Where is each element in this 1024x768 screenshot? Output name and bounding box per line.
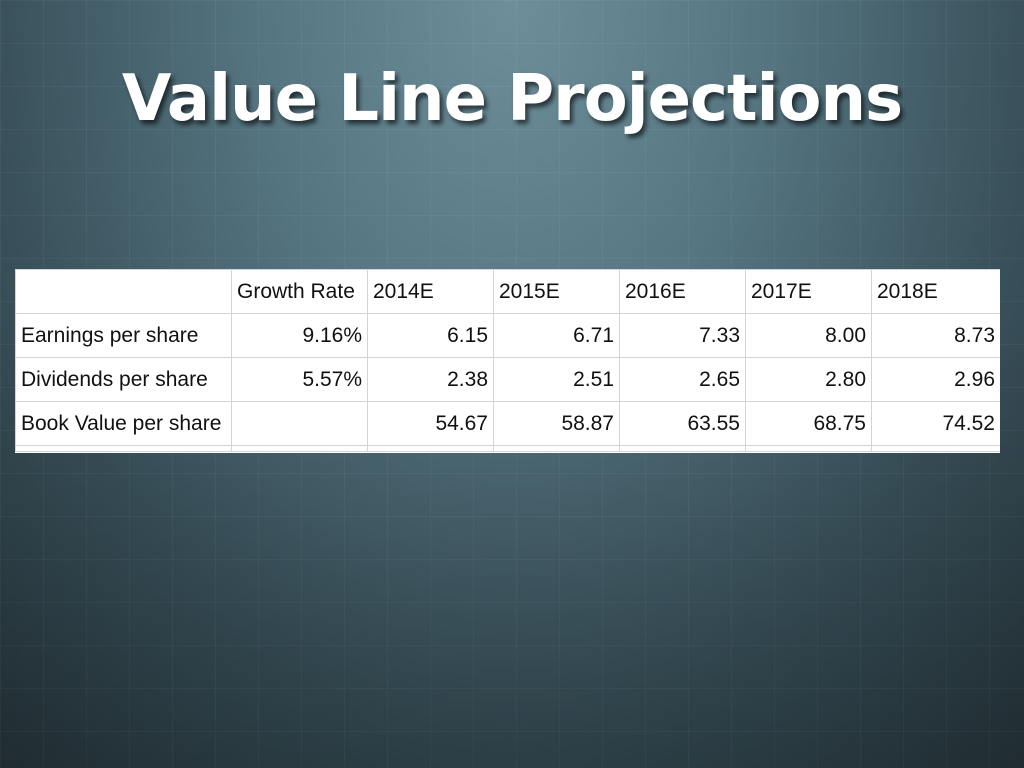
empty-cell bbox=[871, 445, 1000, 452]
value-cell: 6.15 bbox=[367, 313, 494, 358]
value-cell: 2.96 bbox=[871, 357, 1000, 402]
empty-cell bbox=[15, 445, 232, 452]
header-cell-growth-rate: Growth Rate bbox=[231, 269, 368, 314]
header-cell-2016e: 2016E bbox=[619, 269, 746, 314]
header-cell-2018e: 2018E bbox=[871, 269, 1000, 314]
value-cell: 2.65 bbox=[619, 357, 746, 402]
value-cell: 68.75 bbox=[745, 401, 872, 446]
table-row-empty bbox=[15, 445, 1000, 452]
value-cell: 2.51 bbox=[493, 357, 620, 402]
empty-cell bbox=[231, 445, 368, 452]
slide-title: Value Line Projections bbox=[121, 62, 903, 136]
header-row: Growth Rate 2014E 2015E 2016E 2017E 2018… bbox=[15, 269, 1000, 314]
value-cell: 2.38 bbox=[367, 357, 494, 402]
empty-cell bbox=[619, 445, 746, 452]
header-cell-corner bbox=[15, 269, 232, 314]
empty-cell bbox=[367, 445, 494, 452]
value-cell: 74.52 bbox=[871, 401, 1000, 446]
header-cell-2017e: 2017E bbox=[745, 269, 872, 314]
table-row-book-value: Book Value per share 54.67 58.87 63.55 6… bbox=[15, 401, 1000, 446]
projections-table: Growth Rate 2014E 2015E 2016E 2017E 2018… bbox=[15, 269, 1000, 453]
row-label: Book Value per share bbox=[15, 401, 232, 446]
growth-rate-cell bbox=[231, 401, 368, 446]
row-label: Earnings per share bbox=[15, 313, 232, 358]
empty-cell bbox=[745, 445, 872, 452]
row-label: Dividends per share bbox=[15, 357, 232, 402]
value-cell: 54.67 bbox=[367, 401, 494, 446]
value-cell: 6.71 bbox=[493, 313, 620, 358]
table-row-earnings: Earnings per share 9.16% 6.15 6.71 7.33 … bbox=[15, 313, 1000, 358]
growth-rate-cell: 5.57% bbox=[231, 357, 368, 402]
value-cell: 8.73 bbox=[871, 313, 1000, 358]
header-cell-2014e: 2014E bbox=[367, 269, 494, 314]
growth-rate-cell: 9.16% bbox=[231, 313, 368, 358]
header-cell-2015e: 2015E bbox=[493, 269, 620, 314]
value-cell: 2.80 bbox=[745, 357, 872, 402]
value-cell: 8.00 bbox=[745, 313, 872, 358]
table-row-dividends: Dividends per share 5.57% 2.38 2.51 2.65… bbox=[15, 357, 1000, 402]
value-cell: 63.55 bbox=[619, 401, 746, 446]
value-cell: 58.87 bbox=[493, 401, 620, 446]
value-cell: 7.33 bbox=[619, 313, 746, 358]
empty-cell bbox=[493, 445, 620, 452]
